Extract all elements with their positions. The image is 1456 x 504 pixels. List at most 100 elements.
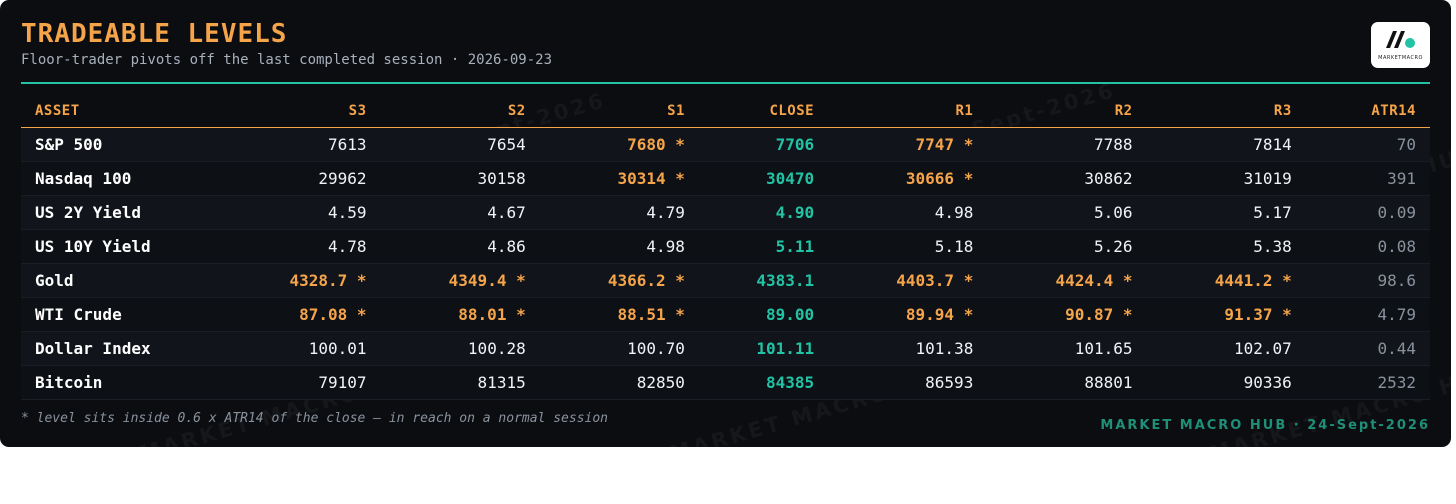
close-value: 89.00: [698, 297, 829, 332]
level-s3: 4.59: [221, 195, 381, 230]
column-header-r1: R1: [828, 94, 988, 128]
atr14-value: 0.09: [1305, 195, 1430, 230]
logo-mark-icon: [1386, 31, 1415, 48]
level-r2: 101.65: [987, 331, 1147, 366]
level-r1: 5.18: [828, 229, 988, 264]
page-subtitle: Floor-trader pivots off the last complet…: [21, 52, 553, 68]
level-r2: 5.26: [987, 229, 1147, 264]
close-value: 4383.1: [698, 263, 829, 298]
close-value: 4.90: [698, 195, 829, 230]
level-r2: 88801: [987, 365, 1147, 400]
level-s3: 87.08 *: [221, 297, 381, 332]
atr14-value: 98.6: [1305, 263, 1430, 298]
level-r3: 31019: [1146, 161, 1306, 196]
level-s1: 4.98: [539, 229, 699, 264]
asset-name: WTI Crude: [21, 297, 222, 332]
close-value: 5.11: [698, 229, 829, 264]
level-s1: 30314 *: [539, 161, 699, 196]
table-row: Gold 4328.7 * 4349.4 * 4366.2 * 4383.1 4…: [21, 263, 1430, 298]
asset-name: Gold: [21, 263, 222, 298]
atr14-value: 70: [1305, 127, 1430, 162]
page-title: TRADEABLE LEVELS: [21, 19, 288, 49]
asset-name: Bitcoin: [21, 365, 222, 400]
brand-logo: MARKETMACRO: [1371, 22, 1430, 68]
level-s1: 100.70: [539, 331, 699, 366]
logo-wordmark: MARKETMACRO: [1378, 55, 1423, 61]
atr14-value: 2532: [1305, 365, 1430, 400]
level-s1: 82850: [539, 365, 699, 400]
column-header-r2: R2: [987, 94, 1147, 128]
atr14-value: 391: [1305, 161, 1430, 196]
atr14-value: 0.08: [1305, 229, 1430, 264]
level-r1: 7747 *: [828, 127, 988, 162]
level-r1: 4.98: [828, 195, 988, 230]
level-s1: 7680 *: [539, 127, 699, 162]
column-header-asset: ASSET: [21, 94, 222, 128]
level-r3: 5.38: [1146, 229, 1306, 264]
table-row: Bitcoin 79107 81315 82850 84385 86593 88…: [21, 365, 1430, 400]
column-header-s2: S2: [380, 94, 540, 128]
level-s2: 100.28: [380, 331, 540, 366]
header-divider: [21, 82, 1430, 84]
level-r2: 7788: [987, 127, 1147, 162]
column-header-close: CLOSE: [698, 94, 829, 128]
asset-name: US 10Y Yield: [21, 229, 222, 264]
table-row: Nasdaq 100 29962 30158 30314 * 30470 306…: [21, 161, 1430, 196]
level-r2: 4424.4 *: [987, 263, 1147, 298]
close-value: 84385: [698, 365, 829, 400]
table-row: WTI Crude 87.08 * 88.01 * 88.51 * 89.00 …: [21, 297, 1430, 332]
column-header-s1: S1: [539, 94, 699, 128]
levels-table: ASSET S3 S2 S1 CLOSE R1 R2 R3 ATR14 S&P …: [21, 94, 1430, 400]
level-r3: 91.37 *: [1146, 297, 1306, 332]
level-r1: 101.38: [828, 331, 988, 366]
table-row: S&P 500 7613 7654 7680 * 7706 7747 * 778…: [21, 127, 1430, 162]
level-s2: 7654: [380, 127, 540, 162]
close-value: 101.11: [698, 331, 829, 366]
table-row: US 2Y Yield 4.59 4.67 4.79 4.90 4.98 5.0…: [21, 195, 1430, 230]
level-s1: 88.51 *: [539, 297, 699, 332]
table-header-row: ASSET S3 S2 S1 CLOSE R1 R2 R3 ATR14: [21, 94, 1430, 128]
level-r1: 86593: [828, 365, 988, 400]
tradeable-levels-card: MARKET MACRO HUB · 24-Sept-2026 MARKET M…: [0, 0, 1451, 447]
level-r3: 7814: [1146, 127, 1306, 162]
level-s2: 88.01 *: [380, 297, 540, 332]
level-r3: 90336: [1146, 365, 1306, 400]
level-r2: 90.87 *: [987, 297, 1147, 332]
level-s3: 29962: [221, 161, 381, 196]
brand-footer: MARKET MACRO HUB · 24-Sept-2026: [1100, 418, 1430, 433]
level-s2: 30158: [380, 161, 540, 196]
level-r2: 30862: [987, 161, 1147, 196]
level-s3: 4.78: [221, 229, 381, 264]
atr14-value: 0.44: [1305, 331, 1430, 366]
level-s1: 4.79: [539, 195, 699, 230]
table-row: Dollar Index 100.01 100.28 100.70 101.11…: [21, 331, 1430, 366]
close-value: 30470: [698, 161, 829, 196]
level-r3: 102.07: [1146, 331, 1306, 366]
level-s3: 4328.7 *: [221, 263, 381, 298]
asset-name: Dollar Index: [21, 331, 222, 366]
level-s1: 4366.2 *: [539, 263, 699, 298]
level-s2: 4.86: [380, 229, 540, 264]
asset-name: Nasdaq 100: [21, 161, 222, 196]
level-r3: 4441.2 *: [1146, 263, 1306, 298]
level-s3: 100.01: [221, 331, 381, 366]
atr14-value: 4.79: [1305, 297, 1430, 332]
level-s3: 79107: [221, 365, 381, 400]
level-s2: 4.67: [380, 195, 540, 230]
level-r1: 30666 *: [828, 161, 988, 196]
level-r3: 5.17: [1146, 195, 1306, 230]
level-s2: 4349.4 *: [380, 263, 540, 298]
asset-name: S&P 500: [21, 127, 222, 162]
level-s3: 7613: [221, 127, 381, 162]
column-header-atr14: ATR14: [1305, 94, 1430, 128]
column-header-r3: R3: [1146, 94, 1306, 128]
footnote: * level sits inside 0.6 x ATR14 of the c…: [21, 411, 608, 426]
level-r2: 5.06: [987, 195, 1147, 230]
column-header-s3: S3: [221, 94, 381, 128]
table-row: US 10Y Yield 4.78 4.86 4.98 5.11 5.18 5.…: [21, 229, 1430, 264]
level-s2: 81315: [380, 365, 540, 400]
level-r1: 89.94 *: [828, 297, 988, 332]
level-r1: 4403.7 *: [828, 263, 988, 298]
close-value: 7706: [698, 127, 829, 162]
asset-name: US 2Y Yield: [21, 195, 222, 230]
